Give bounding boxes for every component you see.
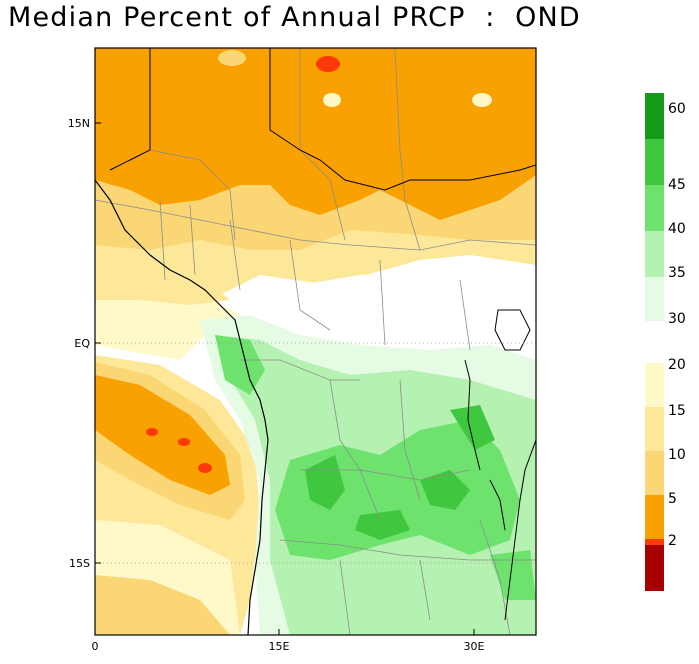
region-red-north (316, 56, 340, 72)
y-tick-label: 15N (68, 117, 90, 130)
region-mid-green-central (275, 420, 520, 560)
colorbar-label: 30 (668, 311, 686, 327)
colorbar-label: 45 (668, 177, 686, 193)
region-red-atlantic (146, 428, 158, 436)
region-orange-atlantic (95, 375, 230, 495)
region-green-central (305, 455, 345, 510)
colorbar-swatch-light-yellow (645, 407, 664, 451)
northern-borders (109, 48, 536, 191)
latitude-gridlines (95, 342, 536, 564)
axis-ticks (94, 122, 475, 635)
region-yellow-southwest (95, 575, 230, 635)
colorbar-swatch-light-green (645, 231, 664, 277)
map-frame (94, 47, 537, 636)
country-borders (95, 48, 536, 635)
region-orange-north (95, 48, 536, 220)
colorbar-label: 60 (668, 101, 686, 117)
region-green-central (450, 405, 495, 450)
region-red-atlantic (178, 438, 190, 446)
region-pale-yellow-gulf (95, 285, 240, 360)
map-plot-area (95, 48, 536, 635)
region-green-central (355, 510, 410, 540)
region-pale-spot (472, 93, 492, 107)
y-tick-label: EQ (74, 337, 90, 350)
colorbar-label: 5 (668, 491, 677, 507)
colorbar-swatch-dark-red (645, 545, 664, 591)
colorbar-label: 15 (668, 403, 686, 419)
colorbar-label: 40 (668, 221, 686, 237)
y-tick-label: 15S (69, 557, 90, 570)
colorbar-label: 10 (668, 447, 686, 463)
map-title: Median Percent of Annual PRCP : OND (8, 2, 581, 33)
colorbar-label: 2 (668, 533, 677, 549)
x-tick-label: 15E (269, 640, 290, 653)
region-light-yellow-gulf (95, 255, 230, 305)
colorbar-swatch-dark-green (645, 93, 664, 139)
x-tick-label: 0 (92, 640, 99, 653)
colorbar-label: 35 (668, 265, 686, 281)
region-yellow-spot (218, 50, 246, 66)
coastline (95, 179, 269, 635)
x-tick-label: 30E (464, 640, 485, 653)
region-red-atlantic (198, 463, 212, 473)
region-mid-green-west (215, 335, 265, 395)
region-green-central (420, 470, 470, 510)
colorbar-swatch-mid-green (645, 185, 664, 231)
colorbar-swatch-pale-green (645, 277, 664, 321)
colorbar-swatch-yellow (645, 451, 664, 495)
region-white-central (300, 270, 536, 345)
colorbar-swatch-green (645, 139, 664, 185)
great-lakes-outline (464, 309, 531, 531)
colorbar-swatch-orange (645, 495, 664, 539)
region-pale-spot (323, 93, 341, 107)
colorbar-legend: 60 45 40 35 30 20 15 10 5 2 (645, 93, 695, 593)
colorbar-swatch-pale-yellow (645, 363, 664, 407)
colorbar-label: 20 (668, 357, 686, 373)
east-coast-outline (504, 439, 536, 621)
